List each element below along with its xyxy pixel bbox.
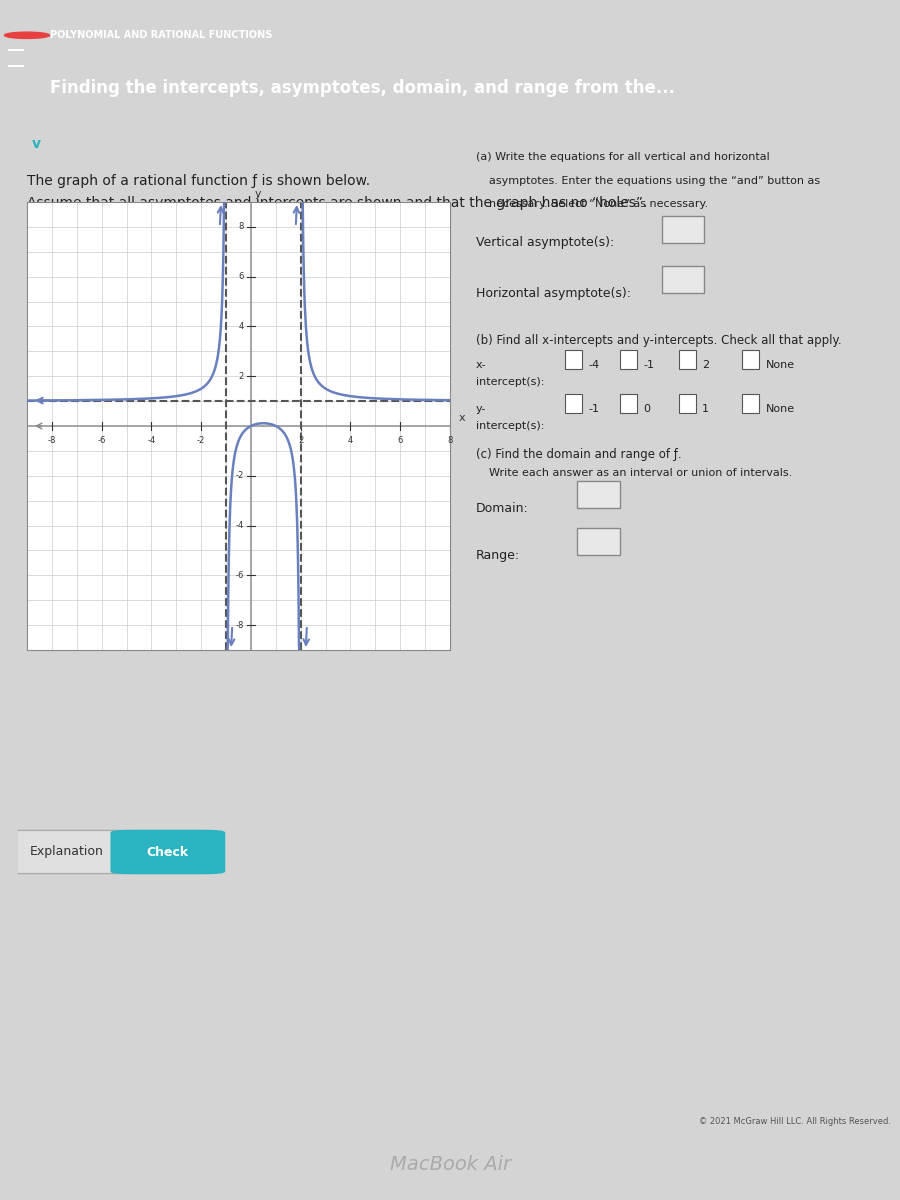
Text: 4: 4 <box>238 322 244 331</box>
Text: © 2021 McGraw Hill LLC. All Rights Reserved.: © 2021 McGraw Hill LLC. All Rights Reser… <box>699 1117 891 1127</box>
FancyBboxPatch shape <box>679 350 696 370</box>
Circle shape <box>4 32 50 38</box>
Text: -2: -2 <box>235 472 244 480</box>
Text: 8: 8 <box>238 222 244 232</box>
Text: necessary. Select “None” as necessary.: necessary. Select “None” as necessary. <box>489 199 707 209</box>
FancyBboxPatch shape <box>578 528 620 556</box>
Text: -8: -8 <box>235 620 244 630</box>
Text: -4: -4 <box>148 436 156 445</box>
Text: Check: Check <box>147 846 189 858</box>
FancyBboxPatch shape <box>742 350 760 370</box>
Text: The graph of a rational function ƒ is shown below.: The graph of a rational function ƒ is sh… <box>27 174 370 188</box>
Text: 8: 8 <box>447 436 453 445</box>
Text: x: x <box>459 413 466 424</box>
FancyBboxPatch shape <box>578 481 620 509</box>
Text: Range:: Range: <box>476 548 520 562</box>
Text: Horizontal asymptote(s):: Horizontal asymptote(s): <box>476 287 631 300</box>
Text: y: y <box>255 190 262 199</box>
FancyBboxPatch shape <box>662 216 705 242</box>
Text: intercept(s):: intercept(s): <box>476 421 544 431</box>
FancyBboxPatch shape <box>112 830 225 874</box>
Text: Vertical asymptote(s):: Vertical asymptote(s): <box>476 236 614 250</box>
FancyBboxPatch shape <box>742 394 760 413</box>
Text: intercept(s):: intercept(s): <box>476 377 544 388</box>
Text: None: None <box>766 404 795 414</box>
Text: None: None <box>766 360 795 371</box>
Text: Assume that all asymptotes and intercepts are shown and that the graph has no “h: Assume that all asymptotes and intercept… <box>27 196 647 210</box>
Text: -2: -2 <box>197 436 205 445</box>
FancyBboxPatch shape <box>565 394 581 413</box>
Text: Domain:: Domain: <box>476 502 528 515</box>
Text: (a) Write the equations for all vertical and horizontal: (a) Write the equations for all vertical… <box>476 152 770 162</box>
FancyBboxPatch shape <box>620 394 636 413</box>
Text: 2: 2 <box>238 372 244 380</box>
Text: POLYNOMIAL AND RATIONAL FUNCTIONS: POLYNOMIAL AND RATIONAL FUNCTIONS <box>50 30 272 41</box>
Text: -6: -6 <box>235 571 244 580</box>
Text: -6: -6 <box>97 436 106 445</box>
Text: Explanation: Explanation <box>30 846 104 858</box>
Text: x-: x- <box>476 360 487 371</box>
Text: 0: 0 <box>643 404 650 414</box>
Text: v: v <box>32 137 40 151</box>
Text: 2: 2 <box>298 436 303 445</box>
FancyBboxPatch shape <box>2 830 131 874</box>
Text: -8: -8 <box>48 436 56 445</box>
Text: 6: 6 <box>238 272 244 281</box>
Text: MacBook Air: MacBook Air <box>390 1154 510 1174</box>
Text: (b) Find all x-intercepts and y-intercepts. Check all that apply.: (b) Find all x-intercepts and y-intercep… <box>476 334 842 347</box>
Text: 4: 4 <box>347 436 353 445</box>
Text: Finding the intercepts, asymptotes, domain, and range from the...: Finding the intercepts, asymptotes, doma… <box>50 79 674 97</box>
Text: 1: 1 <box>702 404 709 414</box>
Text: 6: 6 <box>398 436 403 445</box>
Text: -1: -1 <box>588 404 599 414</box>
Text: Write each answer as an interval or union of intervals.: Write each answer as an interval or unio… <box>489 468 792 478</box>
Text: Use the graph to complete the following.: Use the graph to complete the following. <box>27 239 349 253</box>
FancyBboxPatch shape <box>620 350 636 370</box>
Text: y-: y- <box>476 404 486 414</box>
FancyBboxPatch shape <box>565 350 581 370</box>
Text: -1: -1 <box>643 360 654 371</box>
Text: -4: -4 <box>588 360 599 371</box>
FancyBboxPatch shape <box>679 394 696 413</box>
FancyBboxPatch shape <box>662 266 705 293</box>
Text: -4: -4 <box>235 521 244 530</box>
Text: 2: 2 <box>702 360 709 371</box>
Text: (c) Find the domain and range of ƒ.: (c) Find the domain and range of ƒ. <box>476 448 681 461</box>
Text: asymptotes. Enter the equations using the “and” button as: asymptotes. Enter the equations using th… <box>489 175 820 186</box>
